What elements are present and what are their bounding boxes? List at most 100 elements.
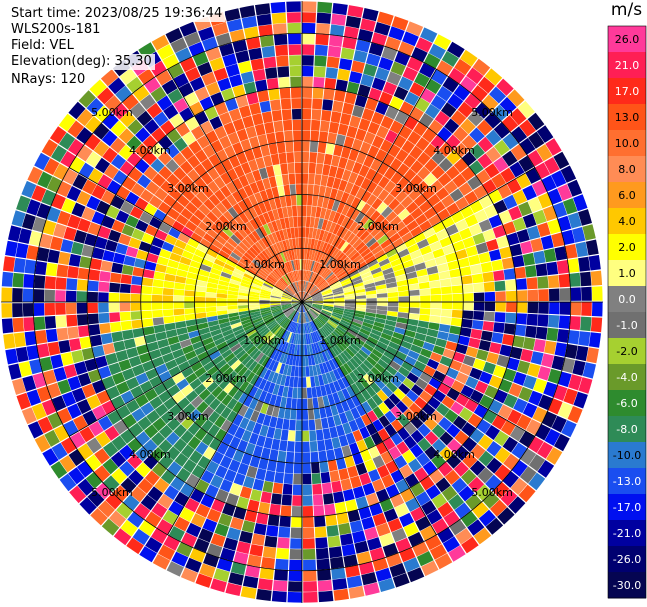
velocity-gate bbox=[312, 332, 318, 343]
velocity-gate bbox=[174, 516, 190, 532]
velocity-gate bbox=[224, 469, 237, 483]
velocity-gate bbox=[337, 123, 349, 136]
velocity-gate bbox=[375, 284, 387, 290]
velocity-gate bbox=[313, 505, 325, 517]
velocity-gate bbox=[311, 109, 322, 121]
velocity-gate bbox=[575, 241, 589, 258]
velocity-gate bbox=[348, 419, 359, 432]
velocity-gate bbox=[127, 453, 143, 469]
velocity-gate bbox=[264, 392, 273, 404]
velocity-gate bbox=[338, 179, 348, 192]
velocity-gate bbox=[337, 214, 346, 226]
velocity-gate bbox=[320, 312, 330, 320]
velocity-gate bbox=[202, 518, 218, 533]
velocity-gate bbox=[562, 198, 578, 215]
velocity-gate bbox=[323, 255, 331, 266]
velocity-gate bbox=[152, 417, 167, 432]
velocity-gate bbox=[294, 312, 299, 323]
velocity-gate bbox=[412, 255, 425, 265]
velocity-gate bbox=[482, 321, 494, 332]
velocity-gate bbox=[383, 437, 396, 451]
velocity-gate bbox=[41, 139, 58, 157]
velocity-gate bbox=[395, 274, 407, 282]
velocity-gate bbox=[302, 463, 311, 474]
velocity-gate bbox=[93, 123, 110, 140]
velocity-gate bbox=[358, 349, 369, 359]
range-ring-label: 4.00km bbox=[129, 144, 171, 157]
velocity-gate bbox=[106, 205, 120, 219]
velocity-gate bbox=[478, 340, 491, 352]
velocity-gate bbox=[431, 150, 446, 165]
velocity-gate bbox=[218, 230, 230, 242]
velocity-gate bbox=[290, 409, 297, 420]
velocity-gate bbox=[343, 362, 353, 374]
velocity-gate bbox=[276, 282, 286, 290]
velocity-gate bbox=[458, 182, 473, 196]
velocity-gate bbox=[173, 424, 187, 438]
velocity-gate bbox=[71, 387, 86, 403]
velocity-gate bbox=[324, 208, 332, 221]
velocity-gate bbox=[239, 313, 251, 319]
velocity-gate bbox=[309, 216, 315, 228]
velocity-gate bbox=[371, 393, 383, 406]
velocity-gate bbox=[299, 248, 302, 260]
velocity-gate bbox=[557, 371, 572, 388]
velocity-gate bbox=[366, 423, 378, 436]
velocity-gate bbox=[381, 223, 394, 234]
velocity-gate bbox=[465, 245, 478, 257]
velocity-gate bbox=[216, 306, 228, 311]
velocity-gate bbox=[151, 34, 170, 51]
velocity-gate bbox=[214, 258, 226, 267]
velocity-gate bbox=[149, 245, 162, 256]
velocity-gate bbox=[391, 419, 404, 432]
velocity-gate bbox=[23, 274, 35, 288]
velocity-gate bbox=[295, 281, 300, 292]
velocity-gate bbox=[184, 498, 200, 513]
velocity-gate bbox=[166, 173, 180, 187]
velocity-gate bbox=[212, 239, 224, 250]
velocity-gate bbox=[297, 259, 301, 270]
velocity-gate bbox=[271, 232, 279, 244]
velocity-gate bbox=[194, 346, 207, 356]
velocity-gate bbox=[236, 128, 249, 142]
velocity-gate bbox=[139, 211, 153, 224]
velocity-gate bbox=[489, 342, 502, 354]
velocity-gate bbox=[324, 186, 332, 198]
velocity-gate bbox=[312, 305, 323, 310]
velocity-gate bbox=[237, 298, 249, 302]
velocity-gate bbox=[546, 261, 559, 276]
colorbar-tick-label: -30.0 bbox=[613, 579, 641, 592]
velocity-gate bbox=[333, 308, 344, 313]
velocity-gate bbox=[286, 320, 293, 331]
velocity-gate bbox=[312, 302, 324, 305]
velocity-gate bbox=[110, 137, 126, 154]
velocity-gate bbox=[308, 344, 314, 355]
velocity-gate bbox=[489, 499, 507, 517]
velocity-gate bbox=[302, 398, 308, 410]
velocity-gate bbox=[214, 102, 228, 116]
velocity-gate bbox=[305, 312, 310, 322]
velocity-gate bbox=[288, 44, 301, 56]
velocity-gate bbox=[58, 132, 76, 150]
velocity-gate bbox=[342, 349, 353, 360]
velocity-gate bbox=[175, 275, 187, 284]
velocity-gate bbox=[198, 327, 210, 336]
velocity-gate bbox=[22, 288, 34, 302]
velocity-gate bbox=[202, 406, 215, 419]
velocity-gate bbox=[261, 111, 273, 124]
velocity-gate bbox=[290, 76, 302, 88]
velocity-gate bbox=[111, 331, 124, 343]
velocity-gate bbox=[476, 119, 493, 136]
velocity-gate bbox=[181, 416, 195, 430]
velocity-gate bbox=[26, 245, 39, 260]
velocity-gate bbox=[163, 397, 177, 410]
velocity-gate bbox=[309, 309, 318, 317]
velocity-gate bbox=[430, 308, 442, 316]
velocity-gate bbox=[144, 470, 160, 486]
velocity-gate bbox=[340, 256, 350, 266]
velocity-gate bbox=[247, 554, 262, 567]
velocity-gate bbox=[265, 165, 275, 178]
velocity-gate bbox=[95, 482, 112, 500]
velocity-gate bbox=[406, 389, 419, 402]
velocity-gate bbox=[429, 352, 443, 363]
